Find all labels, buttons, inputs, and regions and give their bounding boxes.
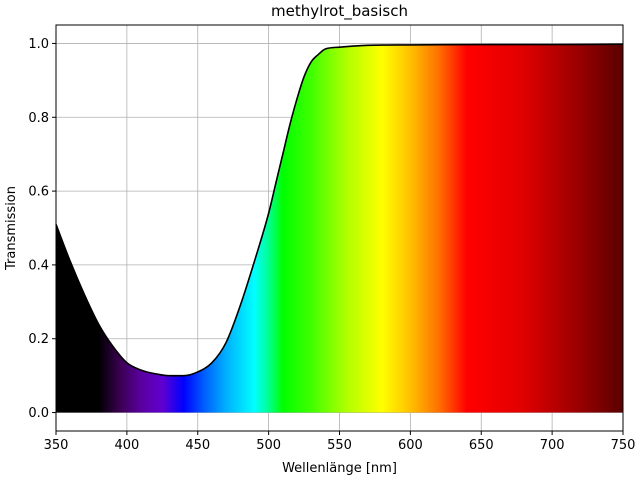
- y-axis-label: Transmission: [4, 186, 19, 271]
- x-tick-label: 500: [256, 438, 281, 453]
- y-tick-label: 0.2: [28, 332, 49, 347]
- axis-ticks: 350 400 450 500 550 600 650 700 750 0.0 0.2 0.4 0.6 0…: [28, 37, 635, 453]
- y-tick-label: 0.6: [28, 185, 49, 200]
- spectrum-fill-area: [56, 44, 623, 413]
- x-axis-label: Wellenlänge [nm]: [282, 461, 397, 476]
- transmission-curve: [55, 43, 624, 377]
- y-tick-label: 0.4: [28, 258, 49, 273]
- chart-title: methylrot_basisch: [271, 2, 408, 21]
- y-tick-label: 0.8: [28, 111, 49, 126]
- y-tick-label: 0.0: [28, 406, 49, 421]
- x-tick-label: 400: [114, 438, 139, 453]
- y-tick-label: 1.0: [28, 37, 49, 52]
- x-tick-label: 600: [398, 438, 423, 453]
- x-tick-label: 750: [611, 438, 636, 453]
- x-tick-label: 550: [327, 438, 352, 453]
- x-tick-label: 700: [540, 438, 565, 453]
- x-tick-label: 350: [44, 438, 69, 453]
- x-tick-label: 650: [469, 438, 494, 453]
- x-tick-label: 450: [185, 438, 210, 453]
